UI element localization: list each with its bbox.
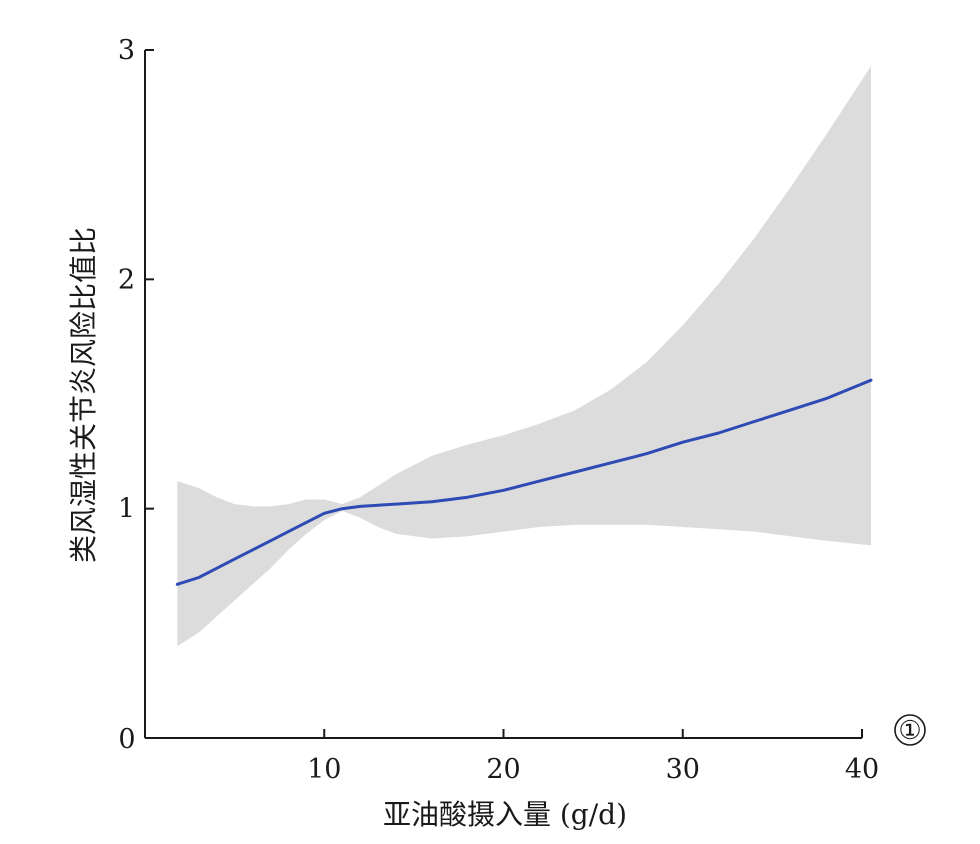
axes-layer: 0 10 20 30 40 1 2 3 [118, 35, 879, 785]
confidence-band [177, 66, 872, 647]
y-tick-label: 2 [118, 264, 135, 295]
confidence-band-layer [177, 66, 872, 647]
y-tick-label: 3 [118, 35, 135, 66]
labels-layer: 亚油酸摄入量 (g/d) 类风湿性关节炎风险比值比 ① [67, 227, 926, 831]
x-tick-label: 0 [118, 724, 135, 755]
series-line-layer [175, 378, 873, 586]
x-tick-label: 10 [307, 754, 341, 785]
series-line [175, 378, 873, 586]
x-axis-title: 亚油酸摄入量 (g/d) [383, 798, 627, 831]
panel-label: ① [898, 716, 921, 746]
x-tick-label: 40 [845, 754, 879, 785]
y-axis-title: 类风湿性关节炎风险比值比 [67, 227, 100, 563]
panel-label-circle [894, 714, 926, 746]
x-tick-label: 30 [666, 754, 700, 785]
x-tick-label: 20 [486, 754, 520, 785]
y-tick-label: 1 [118, 494, 135, 525]
